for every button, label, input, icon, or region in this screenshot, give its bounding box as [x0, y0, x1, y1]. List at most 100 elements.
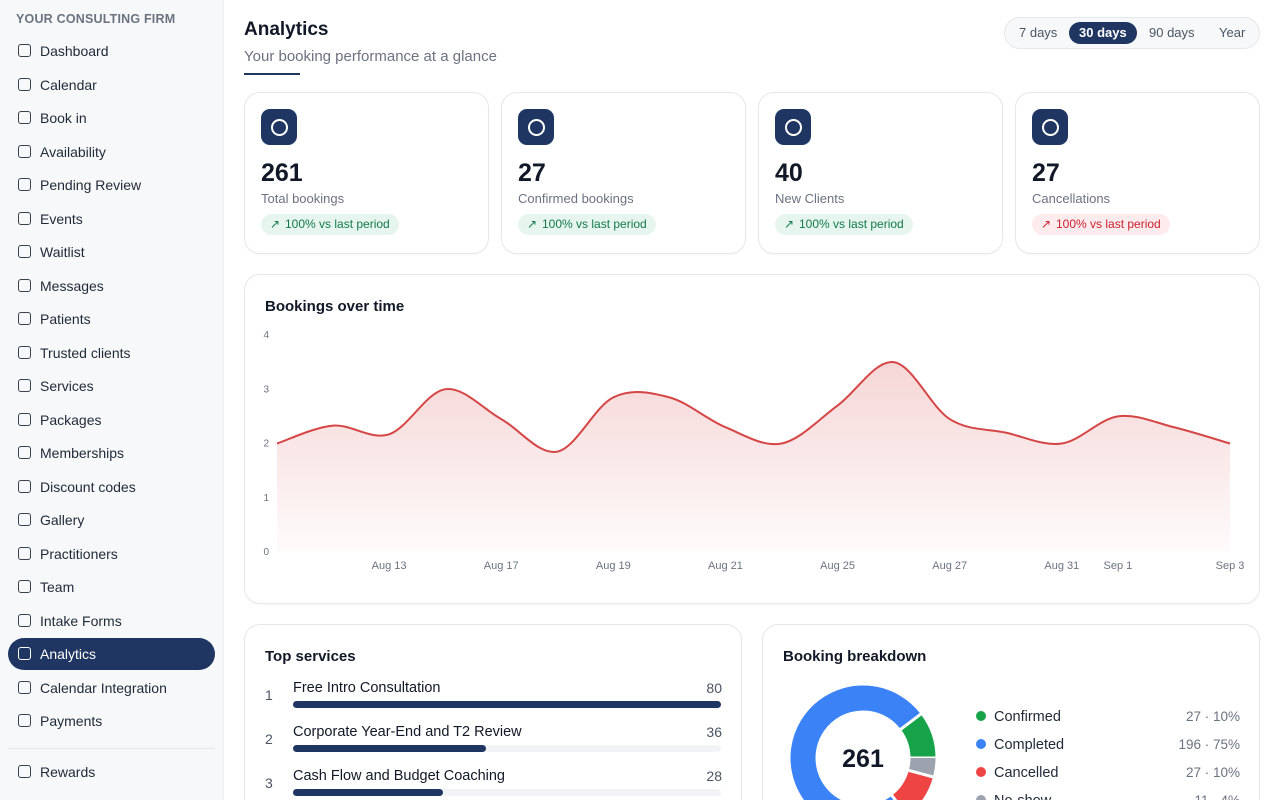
x-tick-label: Sep 1	[1104, 560, 1133, 572]
line	[276, 361, 1231, 453]
stat-label: Confirmed bookings	[518, 191, 634, 206]
nav-label: Packages	[40, 411, 102, 428]
nav-item[interactable]: Services	[8, 370, 215, 402]
donut-center: 261	[842, 745, 884, 773]
stat-label: Cancellations	[1032, 191, 1111, 206]
nav-item[interactable]: Book in	[8, 102, 215, 134]
nav-item[interactable]: Gallery	[8, 504, 215, 536]
nav-item[interactable]: Patients	[8, 303, 215, 335]
bar	[293, 701, 721, 708]
nav-icon	[18, 77, 31, 91]
nav-item[interactable]: Packages	[8, 404, 215, 436]
nav-label: Waitlist	[40, 244, 85, 260]
stat-value: 27	[1032, 159, 1060, 187]
legend-label: Cancelled	[994, 765, 1059, 781]
nav-icon	[18, 44, 31, 57]
nav-icon	[18, 111, 31, 124]
legend-value: 196 · 75%	[1178, 737, 1240, 752]
stat-value: 261	[261, 159, 303, 187]
nav-icon	[18, 412, 31, 426]
donut-segment	[891, 769, 933, 800]
service-name: Corporate Year-End and T2 Review	[293, 724, 522, 740]
nav-icon	[18, 765, 31, 778]
nav-label: Rewards	[40, 764, 96, 780]
legend-label: No-show	[994, 793, 1052, 800]
service-name: Cash Flow and Budget Coaching	[293, 768, 505, 784]
page-subtitle: Your booking performance at a glance	[244, 48, 497, 65]
nav-item[interactable]: Analytics	[8, 638, 215, 670]
nav-item[interactable]: Intake Forms	[8, 605, 215, 637]
nav-item[interactable]: Trusted clients	[8, 337, 215, 369]
nav-item[interactable]: Discount codes	[8, 471, 215, 503]
nav-icon	[18, 546, 31, 560]
x-tick-label: Sep 3	[1216, 560, 1245, 572]
nav-label: Memberships	[40, 445, 125, 461]
x-tick-label: Aug 31	[1044, 560, 1079, 572]
nav-item[interactable]: Calendar	[8, 69, 215, 101]
card-title: Top services	[265, 648, 356, 665]
services-card: Top services 1 Free Intro Consultation 80 2…	[244, 624, 742, 800]
nav-label: Intake Forms	[40, 612, 122, 629]
chart: 261 Confirmed 27 · 10% Completed 196 · 75% Ca…	[790, 685, 1240, 800]
stat-icon	[775, 109, 811, 145]
rank: 2	[265, 731, 273, 747]
stat-icon	[261, 109, 297, 145]
legend-dot	[976, 795, 986, 800]
nav-icon	[18, 580, 31, 593]
chart-card: Bookings over time 0 1 2 3 4 Aug 13 Aug 17 Aug …	[244, 274, 1260, 604]
nav-item[interactable]: Dashboard	[8, 35, 215, 67]
x-tick-label: Aug 17	[484, 560, 519, 572]
stat-change: 100% vs last period	[775, 214, 913, 235]
nav-item[interactable]: Events	[8, 203, 215, 235]
bar-track	[293, 789, 721, 796]
x-tick-label: Aug 21	[708, 560, 743, 572]
y-tick-label: 0	[263, 547, 269, 558]
y-tick-label: 4	[263, 330, 269, 341]
segment-gap	[890, 793, 898, 800]
y-tick-label: 2	[263, 439, 269, 450]
nav-label: Availability	[40, 143, 106, 160]
service-count: 80	[706, 680, 722, 696]
nav-label: Events	[40, 210, 83, 227]
title-underline	[244, 73, 300, 75]
rank: 1	[265, 687, 273, 703]
stat-card: 40 New Clients 100% vs last period	[758, 92, 1003, 254]
nav-item[interactable]: Memberships	[8, 437, 215, 469]
nav-icon	[18, 312, 31, 325]
nav-icon	[18, 479, 31, 493]
nav-label: Trusted clients	[40, 344, 131, 361]
nav-item[interactable]: Team	[8, 571, 215, 603]
nav-label: Messages	[40, 277, 104, 294]
nav-item[interactable]: Messages	[8, 270, 215, 302]
nav-item[interactable]: Rewards	[8, 756, 215, 788]
y-tick-label: 1	[263, 493, 269, 504]
nav-icon	[18, 446, 31, 459]
stat-card: 27 Confirmed bookings 100% vs last period	[501, 92, 746, 254]
donut-segment	[908, 757, 936, 777]
stat-label: Total bookings	[261, 191, 345, 206]
range-button[interactable]: 7 days	[1019, 25, 1058, 40]
nav-item[interactable]: Practitioners	[8, 538, 215, 570]
stat-value: 27	[518, 159, 546, 187]
nav-item[interactable]: Payments	[8, 705, 215, 737]
nav-label: Patients	[40, 311, 91, 327]
nav-item[interactable]: Availability	[8, 136, 215, 168]
nav-label: Payments	[40, 713, 103, 729]
range-button[interactable]: 90 days	[1149, 25, 1195, 40]
nav-icon	[18, 647, 31, 660]
stat-card: 27 Cancellations 100% vs last period	[1015, 92, 1260, 254]
nav-label: Pending Review	[40, 177, 142, 193]
breakdown-card: Booking breakdown 261 Confirmed 27 · 10% Co…	[762, 624, 1260, 800]
legend-dot	[976, 767, 986, 777]
nav-item[interactable]: Pending Review	[8, 169, 215, 201]
nav-item[interactable]: Calendar Integration	[8, 672, 215, 704]
bar-track	[293, 745, 721, 752]
range-button[interactable]: Year	[1219, 25, 1246, 40]
legend-value: 11 · 4%	[1194, 793, 1240, 800]
legend-dot	[976, 739, 986, 749]
range-button[interactable]: 30 days	[1069, 22, 1137, 44]
nav-item[interactable]: Waitlist	[8, 236, 215, 268]
nav-icon	[18, 278, 31, 292]
rank: 3	[265, 775, 273, 791]
